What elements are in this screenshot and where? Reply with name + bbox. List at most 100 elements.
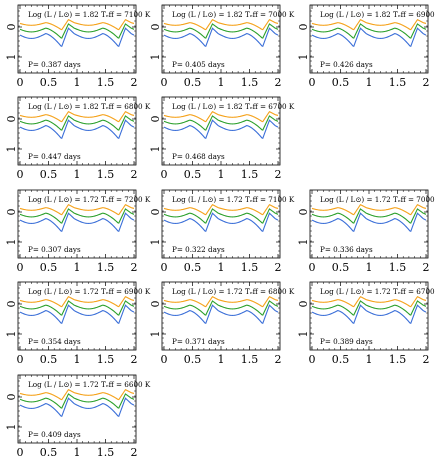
panel-title: Log (L / L⊙) = 1.82 Tₑff = 6700 K (172, 102, 295, 111)
y-tick-label: 0 (149, 301, 162, 308)
y-tick-label: 0 (5, 394, 18, 401)
y-tick-label: 1 (5, 239, 18, 246)
light-curve-series-3 (19, 212, 135, 233)
x-tick-label: 2 (131, 168, 138, 181)
x-tick-label: 0.5 (332, 76, 350, 89)
x-tick-label: 0 (17, 261, 24, 274)
panel-7: 0 0.5 1 1.5 2 0 1 Log (L / L⊙) = 1.72 Tₑff = 71… (149, 189, 295, 274)
x-tick-label: 1 (74, 446, 81, 459)
y-tick-label: 0 (149, 116, 162, 123)
x-tick-label: 2 (131, 446, 138, 459)
period-label: P= 0.409 days (28, 430, 81, 439)
panel-5: 0 0.5 1 1.5 2 0 1 Log (L / L⊙) = 1.82 Tₑff = 67… (149, 96, 295, 181)
y-tick-label: 1 (5, 146, 18, 153)
panel-12: 0 0.5 1 1.5 2 0 1 Log (L / L⊙) = 1.72 Tₑff = 66… (5, 374, 151, 459)
light-curve-series-3 (311, 27, 427, 48)
x-tick-label: 1.5 (389, 353, 407, 366)
x-tick-label: 1 (74, 76, 81, 89)
x-tick-label: 1 (366, 76, 373, 89)
panel-title: Log (L / L⊙) = 1.72 Tₑff = 7200 K (28, 195, 151, 204)
light-curve-series-3 (19, 304, 135, 325)
x-tick-label: 1 (74, 353, 81, 366)
x-tick-label: 2 (275, 353, 282, 366)
light-curve-series-1 (19, 18, 135, 31)
y-tick-label: 1 (149, 54, 162, 61)
light-curve-series-3 (163, 27, 279, 48)
light-curve-series-1 (311, 295, 427, 308)
period-label: P= 0.354 days (28, 337, 81, 346)
light-curve-series-2 (163, 208, 279, 224)
light-curve-series-1 (311, 18, 427, 31)
x-tick-label: 1.5 (97, 168, 115, 181)
light-curve-series-3 (163, 304, 279, 325)
x-tick-label: 1 (74, 168, 81, 181)
light-curve-series-1 (163, 203, 279, 216)
x-tick-label: 0 (309, 261, 316, 274)
panel-2: 0 0.5 1 1.5 2 0 1 Log (L / L⊙) = 1.82 Tₑff = 70… (149, 4, 295, 89)
panel-3: 0 0.5 1 1.5 2 0 1 Log (L / L⊙) = 1.82 Tₑff = 69… (297, 4, 436, 89)
y-tick-label: 1 (297, 239, 310, 246)
light-curve-series-3 (163, 212, 279, 233)
panel-10: 0 0.5 1 1.5 2 0 1 Log (L / L⊙) = 1.72 Tₑff = 68… (149, 281, 295, 366)
light-curve-series-3 (19, 119, 135, 140)
light-curve-series-2 (311, 208, 427, 224)
x-tick-label: 1.5 (241, 168, 259, 181)
light-curve-series-2 (19, 300, 135, 316)
x-tick-label: 1 (366, 353, 373, 366)
panel-4: 0 0.5 1 1.5 2 0 1 Log (L / L⊙) = 1.82 Tₑff = 68… (5, 96, 151, 181)
panel-title: Log (L / L⊙) = 1.82 Tₑff = 6900 K (320, 10, 436, 19)
light-curve-series-2 (311, 23, 427, 39)
x-tick-label: 1 (218, 76, 225, 89)
light-curve-series-2 (163, 115, 279, 131)
panel-title: Log (L / L⊙) = 1.72 Tₑff = 7100 K (172, 195, 295, 204)
x-tick-label: 0 (309, 76, 316, 89)
light-curve-series-1 (19, 110, 135, 123)
panel-title: Log (L / L⊙) = 1.82 Tₑff = 7100 K (28, 10, 151, 19)
y-tick-label: 1 (5, 54, 18, 61)
light-curve-series-2 (19, 23, 135, 39)
x-tick-label: 0.5 (40, 76, 58, 89)
light-curve-series-1 (19, 203, 135, 216)
panel-title: Log (L / L⊙) = 1.72 Tₑff = 6900 K (28, 287, 151, 296)
x-tick-label: 2 (423, 261, 430, 274)
x-tick-label: 0.5 (184, 353, 202, 366)
panel-title: Log (L / L⊙) = 1.72 Tₑff = 7000 K (320, 195, 436, 204)
period-label: P= 0.387 days (28, 60, 81, 69)
x-tick-label: 2 (423, 76, 430, 89)
y-tick-label: 1 (297, 331, 310, 338)
y-tick-label: 1 (149, 239, 162, 246)
x-tick-label: 0 (161, 261, 168, 274)
light-curve-series-1 (163, 295, 279, 308)
period-label: P= 0.336 days (320, 245, 373, 254)
panel-6: 0 0.5 1 1.5 2 0 1 Log (L / L⊙) = 1.72 Tₑff = 72… (5, 189, 151, 274)
y-tick-label: 1 (5, 331, 18, 338)
x-tick-label: 0.5 (184, 261, 202, 274)
period-label: P= 0.447 days (28, 152, 81, 161)
period-label: P= 0.389 days (320, 337, 373, 346)
x-tick-label: 1 (74, 261, 81, 274)
light-curve-series-3 (19, 397, 135, 418)
light-curve-series-2 (163, 23, 279, 39)
x-tick-label: 2 (131, 353, 138, 366)
x-tick-label: 1.5 (241, 353, 259, 366)
x-tick-label: 0.5 (332, 353, 350, 366)
x-tick-label: 1.5 (97, 261, 115, 274)
x-tick-label: 0.5 (332, 261, 350, 274)
x-tick-label: 2 (275, 261, 282, 274)
x-tick-label: 0 (17, 76, 24, 89)
x-tick-label: 0 (161, 76, 168, 89)
x-tick-label: 2 (131, 261, 138, 274)
period-label: P= 0.322 days (172, 245, 225, 254)
panel-title: Log (L / L⊙) = 1.82 Tₑff = 7000 K (172, 10, 295, 19)
y-tick-label: 0 (5, 301, 18, 308)
x-tick-label: 1 (218, 353, 225, 366)
x-tick-label: 1 (218, 168, 225, 181)
x-tick-label: 0.5 (40, 446, 58, 459)
period-label: P= 0.371 days (172, 337, 225, 346)
x-tick-label: 0 (17, 446, 24, 459)
x-tick-label: 1.5 (97, 76, 115, 89)
light-curve-series-3 (19, 27, 135, 48)
x-tick-label: 1.5 (389, 76, 407, 89)
x-tick-label: 2 (275, 168, 282, 181)
